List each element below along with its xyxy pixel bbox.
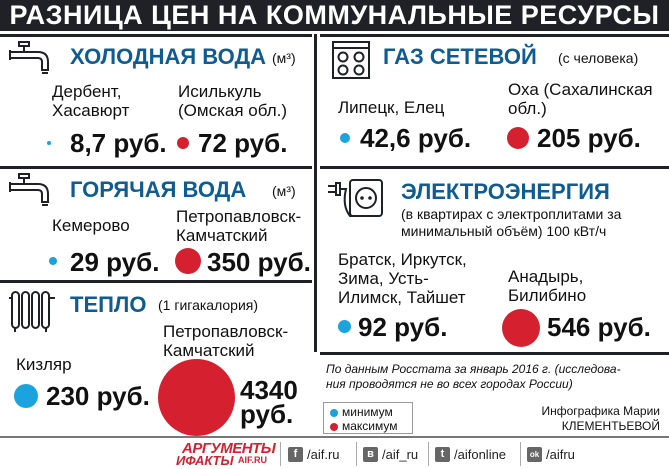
- author-credit: Инфографика Марии КЛЕМЕНТЬЕВОЙ: [541, 404, 660, 433]
- hot-water-max-city: Петропавловск- Камчатский: [176, 207, 302, 245]
- hot-water-min-price: 29 руб.: [70, 247, 160, 277]
- max-dot: [502, 309, 540, 347]
- divider: [0, 166, 312, 169]
- max-dot: [175, 248, 201, 274]
- faucet-icon: [9, 41, 49, 74]
- divider: [356, 442, 357, 466]
- heat-unit: (1 гигакалория): [158, 297, 259, 313]
- electricity-min-price: 92 руб.: [358, 312, 448, 342]
- divider: [320, 352, 669, 355]
- facebook-icon[interactable]: f: [288, 447, 303, 462]
- gas-min-price: 42,6 руб.: [360, 123, 472, 153]
- cold-water-min-city: Дербент, Хасавюрт: [52, 82, 130, 120]
- hot-water-max-price: 350 руб.: [207, 247, 311, 277]
- heat-min-price: 230 руб.: [46, 381, 150, 411]
- divider: [314, 34, 317, 166]
- legend-max-dot: [330, 422, 338, 431]
- electricity-title: ЭЛЕКТРОЭНЕРГИЯ: [401, 179, 610, 204]
- cold-water-min-price: 8,7 руб.: [70, 128, 167, 158]
- vk-link[interactable]: /aif_ru: [382, 447, 419, 462]
- divider: [314, 166, 317, 352]
- max-dot: [158, 359, 235, 436]
- min-dot: [14, 384, 38, 408]
- hot-water-unit: (м³): [272, 183, 296, 199]
- max-dot: [507, 127, 529, 149]
- min-dot: [49, 257, 57, 265]
- heat-max-price: 4340 руб.: [240, 375, 298, 429]
- odnoklassniki-link[interactable]: /aifru: [546, 447, 575, 462]
- divider: [0, 280, 312, 283]
- min-dot: [47, 141, 51, 145]
- facebook-link[interactable]: /aif.ru: [307, 447, 340, 462]
- gas-unit: (с человека): [558, 50, 639, 66]
- electricity-max-price: 546 руб.: [547, 312, 651, 342]
- electricity-max-city: Анадырь, Билибино: [508, 267, 587, 305]
- legend-max-label: максимум: [342, 419, 398, 433]
- divider: [0, 34, 312, 37]
- electricity-min-city: Братск, Иркутск, Зима, Усть- Илимск, Тай…: [338, 250, 467, 307]
- brand-logo-domain[interactable]: AIF.RU: [238, 455, 267, 465]
- power-outlet-icon: [328, 179, 383, 217]
- odnoklassniki-icon[interactable]: ok: [527, 447, 542, 462]
- heat-min-city: Кизляр: [16, 355, 72, 374]
- min-dot: [338, 320, 351, 333]
- twitter-icon[interactable]: t: [435, 447, 450, 462]
- gas-min-city: Липецк, Елец: [338, 98, 445, 117]
- legend-min-label: минимум: [342, 405, 393, 419]
- cold-water-max-price: 72 руб.: [198, 128, 288, 158]
- legend-min-dot: [330, 408, 338, 417]
- twitter-link[interactable]: /aifonline: [454, 447, 507, 462]
- brand-logo-line1[interactable]: АРГУМЕНТЫ: [182, 440, 276, 457]
- electricity-unit: (в квартирах с электроплитами за минимал…: [401, 206, 622, 239]
- brand-logo-line2[interactable]: ИФАКТЫ: [176, 453, 234, 468]
- source-note: По данным Росстата за январь 2016 г. (ис…: [326, 362, 621, 391]
- hot-water-min-city: Кемерово: [52, 216, 130, 235]
- divider: [280, 442, 281, 466]
- divider: [520, 442, 521, 466]
- faucet-icon: [9, 173, 49, 206]
- heat-max-city: Петропавловск- Камчатский: [163, 322, 289, 360]
- gas-max-city: Оха (Сахалинская обл.): [508, 80, 653, 118]
- cold-water-title: ХОЛОДНАЯ ВОДА: [70, 44, 267, 69]
- gas-title: ГАЗ СЕТЕВОЙ: [383, 44, 537, 69]
- radiator-icon: [9, 291, 55, 332]
- gas-max-price: 205 руб.: [537, 123, 641, 153]
- divider: [428, 442, 429, 466]
- heat-title: ТЕПЛО: [70, 292, 147, 317]
- min-dot: [340, 133, 350, 143]
- divider: [320, 34, 669, 37]
- divider: [320, 166, 669, 169]
- vk-icon[interactable]: в: [363, 447, 378, 462]
- max-dot: [177, 137, 189, 149]
- hot-water-title: ГОРЯЧАЯ ВОДА: [70, 177, 247, 202]
- legend: минимум максимум: [323, 402, 413, 434]
- gas-stove-icon: [332, 41, 370, 79]
- divider: [0, 436, 669, 438]
- cold-water-unit: (м³): [272, 50, 296, 66]
- cold-water-max-city: Исилькуль (Омская обл.): [178, 82, 287, 120]
- page-title: РАЗНИЦА ЦЕН НА КОММУНАЛЬНЫЕ РЕСУРСЫ: [0, 0, 669, 31]
